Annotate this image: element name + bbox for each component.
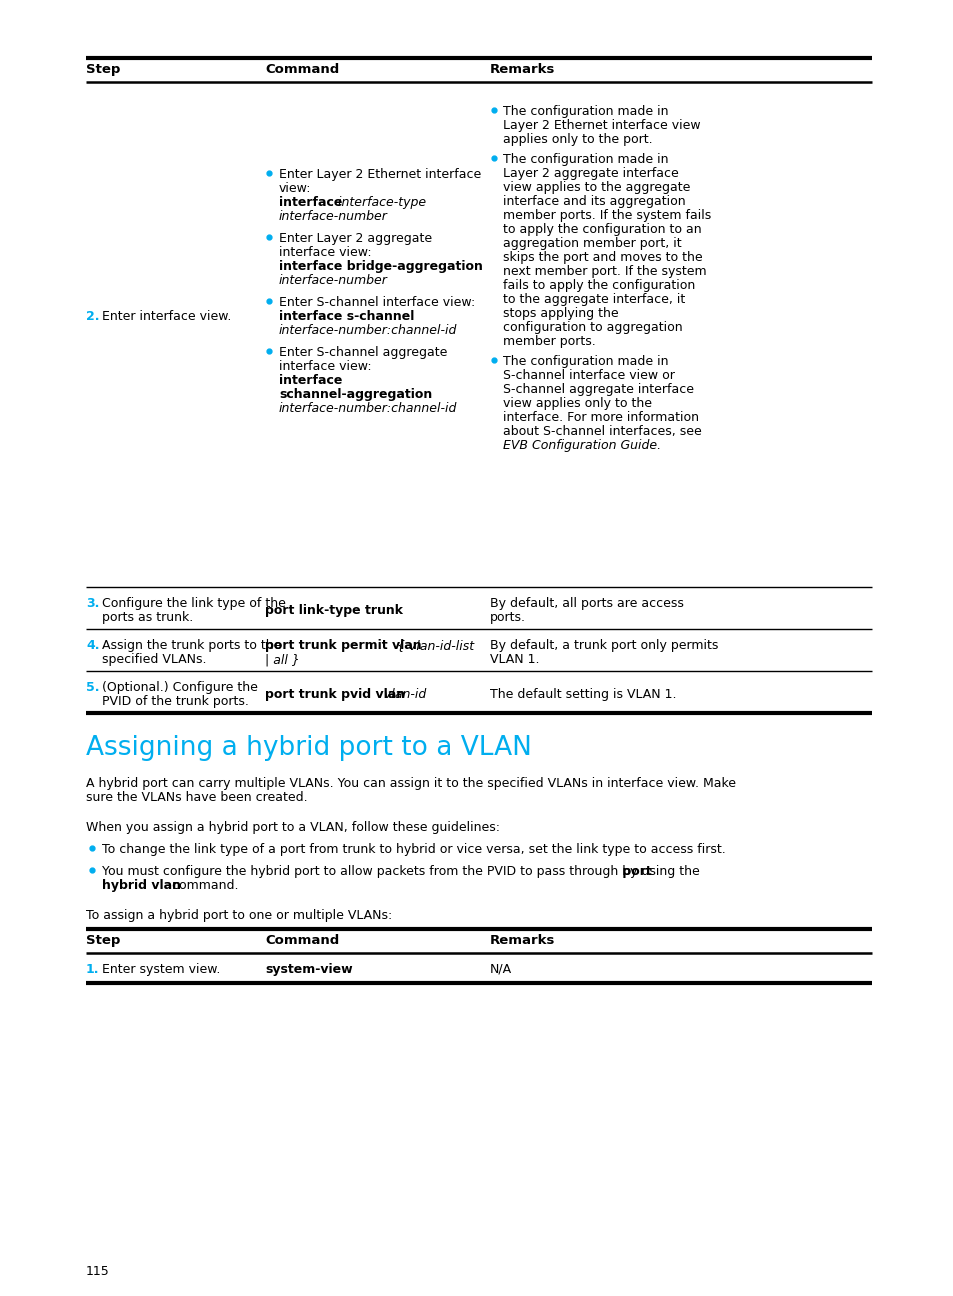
Text: interface-number: interface-number (278, 273, 388, 286)
Text: interface s-channel: interface s-channel (278, 310, 414, 323)
Text: 1.: 1. (86, 963, 99, 976)
Text: interface. For more information: interface. For more information (502, 411, 699, 424)
Text: fails to apply the configuration: fails to apply the configuration (502, 279, 695, 292)
Text: To change the link type of a port from trunk to hybrid or vice versa, set the li: To change the link type of a port from t… (102, 842, 725, 855)
Text: Layer 2 Ethernet interface view: Layer 2 Ethernet interface view (502, 119, 700, 132)
Text: When you assign a hybrid port to a VLAN, follow these guidelines:: When you assign a hybrid port to a VLAN,… (86, 820, 499, 835)
Text: To assign a hybrid port to one or multiple VLANs:: To assign a hybrid port to one or multip… (86, 908, 392, 921)
Text: next member port. If the system: next member port. If the system (502, 264, 706, 279)
Text: 3.: 3. (86, 597, 99, 610)
Text: stops applying the: stops applying the (502, 307, 618, 320)
Text: The default setting is VLAN 1.: The default setting is VLAN 1. (490, 688, 676, 701)
Text: 5.: 5. (86, 680, 99, 693)
Text: ports as trunk.: ports as trunk. (102, 610, 193, 623)
Text: view applies to the aggregate: view applies to the aggregate (502, 181, 690, 194)
Text: 4.: 4. (86, 639, 99, 652)
Text: command.: command. (168, 879, 238, 892)
Text: Remarks: Remarks (490, 64, 555, 76)
Text: interface: interface (278, 196, 342, 209)
Text: 115: 115 (86, 1265, 110, 1278)
Text: Step: Step (86, 934, 120, 947)
Text: { vlan-id-list: { vlan-id-list (393, 639, 474, 652)
Text: interface and its aggregation: interface and its aggregation (502, 194, 685, 207)
Text: | all }: | all } (265, 653, 299, 666)
Text: The configuration made in: The configuration made in (502, 355, 668, 368)
Text: aggregation member port, it: aggregation member port, it (502, 237, 680, 250)
Text: applies only to the port.: applies only to the port. (502, 133, 652, 146)
Text: member ports.: member ports. (502, 334, 595, 349)
Text: Command: Command (265, 934, 339, 947)
Text: view applies only to the: view applies only to the (502, 397, 651, 410)
Text: interface: interface (278, 375, 342, 388)
Text: Command: Command (265, 64, 339, 76)
Text: system-view: system-view (265, 963, 353, 976)
Text: about S-channel interfaces, see: about S-channel interfaces, see (502, 425, 701, 438)
Text: vlan-id: vlan-id (379, 688, 426, 701)
Text: skips the port and moves to the: skips the port and moves to the (502, 251, 702, 264)
Text: interface bridge-aggregation: interface bridge-aggregation (278, 260, 482, 273)
Text: You must configure the hybrid port to allow packets from the PVID to pass throug: You must configure the hybrid port to al… (102, 864, 699, 877)
Text: 2.: 2. (86, 310, 99, 323)
Text: Layer 2 aggregate interface: Layer 2 aggregate interface (502, 167, 678, 180)
Text: configuration to aggregation: configuration to aggregation (502, 321, 682, 334)
Text: hybrid vlan: hybrid vlan (102, 879, 181, 892)
Text: Enter S-channel aggregate: Enter S-channel aggregate (278, 346, 447, 359)
Text: port trunk permit vlan: port trunk permit vlan (265, 639, 421, 652)
Text: N/A: N/A (490, 963, 512, 976)
Text: Enter S-channel interface view:: Enter S-channel interface view: (278, 295, 475, 308)
Text: port trunk pvid vlan: port trunk pvid vlan (265, 688, 405, 701)
Text: port: port (618, 864, 651, 877)
Text: to the aggregate interface, it: to the aggregate interface, it (502, 293, 684, 306)
Text: EVB Configuration Guide.: EVB Configuration Guide. (502, 439, 660, 452)
Text: Configure the link type of the: Configure the link type of the (102, 597, 286, 610)
Text: to apply the configuration to an: to apply the configuration to an (502, 223, 700, 236)
Text: Enter Layer 2 aggregate: Enter Layer 2 aggregate (278, 232, 432, 245)
Text: interface-number:channel-id: interface-number:channel-id (278, 402, 456, 415)
Text: port link-type trunk: port link-type trunk (265, 604, 402, 617)
Text: interface-type: interface-type (334, 196, 426, 209)
Text: interface-number:channel-id: interface-number:channel-id (278, 324, 456, 337)
Text: interface view:: interface view: (278, 246, 372, 259)
Text: Remarks: Remarks (490, 934, 555, 947)
Text: Assign the trunk ports to the: Assign the trunk ports to the (102, 639, 281, 652)
Text: S-channel interface view or: S-channel interface view or (502, 369, 674, 382)
Text: By default, all ports are access: By default, all ports are access (490, 597, 683, 610)
Text: The configuration made in: The configuration made in (502, 153, 668, 166)
Text: Enter Layer 2 Ethernet interface: Enter Layer 2 Ethernet interface (278, 168, 480, 181)
Text: specified VLANs.: specified VLANs. (102, 653, 206, 666)
Text: PVID of the trunk ports.: PVID of the trunk ports. (102, 695, 249, 708)
Text: (Optional.) Configure the: (Optional.) Configure the (102, 680, 257, 693)
Text: ports.: ports. (490, 610, 525, 623)
Text: Step: Step (86, 64, 120, 76)
Text: sure the VLANs have been created.: sure the VLANs have been created. (86, 791, 307, 804)
Text: By default, a trunk port only permits: By default, a trunk port only permits (490, 639, 718, 652)
Text: Enter system view.: Enter system view. (102, 963, 220, 976)
Text: Assigning a hybrid port to a VLAN: Assigning a hybrid port to a VLAN (86, 735, 532, 761)
Text: interface view:: interface view: (278, 360, 372, 373)
Text: A hybrid port can carry multiple VLANs. You can assign it to the specified VLANs: A hybrid port can carry multiple VLANs. … (86, 778, 735, 791)
Text: member ports. If the system fails: member ports. If the system fails (502, 209, 711, 222)
Text: interface-number: interface-number (278, 210, 388, 223)
Text: view:: view: (278, 181, 312, 194)
Text: schannel-aggregation: schannel-aggregation (278, 388, 432, 400)
Text: The configuration made in: The configuration made in (502, 105, 668, 118)
Text: Enter interface view.: Enter interface view. (102, 310, 232, 323)
Text: S-channel aggregate interface: S-channel aggregate interface (502, 384, 693, 397)
Text: VLAN 1.: VLAN 1. (490, 653, 539, 666)
